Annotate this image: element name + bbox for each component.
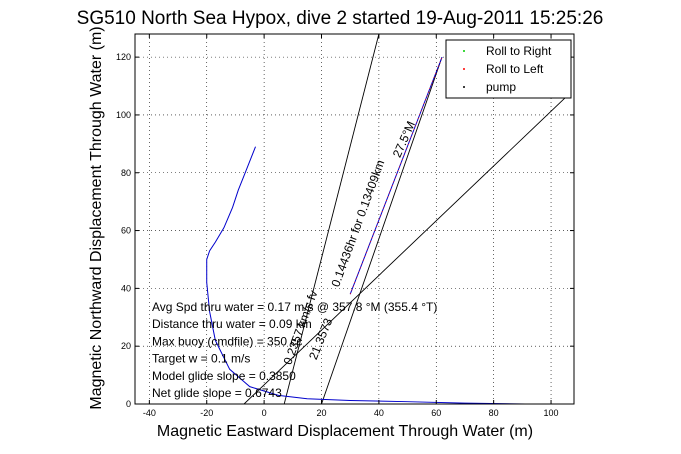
reference-lines [243,34,566,404]
y-tick-label: 120 [116,52,131,62]
legend-marker [463,86,465,88]
annotation-label: 0.14436hr for 0.13409km [328,158,387,289]
info-line: Avg Spd thru water = 0.17 m/s @ 357.8 °M… [152,300,437,314]
legend-marker [463,50,465,52]
x-tick-label: 20 [316,408,326,418]
legend-label: Roll to Left [486,62,544,76]
y-tick-label: 80 [121,168,131,178]
info-line: Target w = 0.1 m/s [152,352,250,366]
y-tick-label: 20 [121,341,131,351]
reference-line [321,56,443,404]
y-axis-label: Magnetic Northward Displacement Through … [88,26,105,409]
grid-lines [135,34,574,405]
x-tick-label: 0 [262,408,267,418]
reference-line [243,97,566,404]
info-text: Avg Spd thru water = 0.17 m/s @ 357.8 °M… [152,300,437,400]
x-tick-label: -20 [200,408,213,418]
legend-label: Roll to Right [486,44,552,58]
data-series [206,56,526,404]
legend: Roll to Right Roll to Left pump [445,39,572,99]
legend-label: pump [486,80,516,94]
y-tick-label: 60 [121,226,131,236]
y-tick-label: 40 [121,283,131,293]
axes-box [134,33,575,405]
info-line: Net glide slope = 0.6743 [152,386,282,400]
info-line: Distance thru water = 0.09 km [152,317,312,331]
x-tick-label: 40 [374,408,384,418]
y-tick-label: 0 [126,399,131,409]
x-tick-label: 100 [544,408,559,418]
info-line: Max buoy (cmdfile) = 350 cc [152,334,302,348]
legend-box [445,39,572,99]
series-line [349,56,443,295]
info-line: Model glide slope = 0.3850 [152,369,296,383]
tick-marks: -40 -20 0 20 40 60 80 100 0 20 40 60 80 100 120 [116,34,574,418]
legend-marker [463,68,465,70]
x-tick-label: 60 [431,408,441,418]
y-tick-label: 100 [116,110,131,120]
reference-line [283,34,380,404]
x-axis-label: Magnetic Eastward Displacement Through W… [157,423,533,440]
x-tick-label: 80 [489,408,499,418]
x-tick-label: -40 [143,408,156,418]
chart-title: SG510 North Sea Hypox, dive 2 started 19… [77,8,604,29]
series-line [206,146,526,404]
